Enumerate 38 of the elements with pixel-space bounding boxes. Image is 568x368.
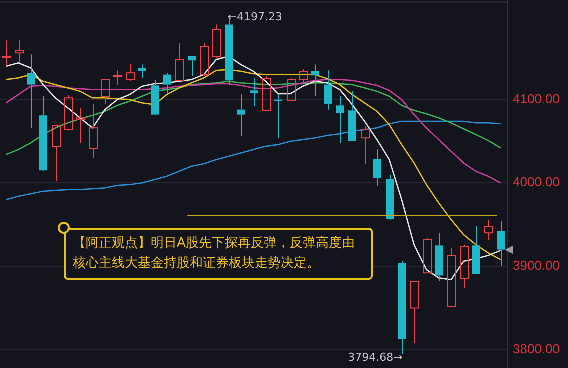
- candlestick: [40, 96, 48, 172]
- y-tick-label: 3900.00: [513, 258, 560, 274]
- candlestick: [472, 226, 480, 274]
- candlestick: [447, 248, 456, 308]
- candlestick: [238, 93, 246, 137]
- candlestick: [164, 72, 172, 94]
- y-tick-label: 4000.00: [513, 174, 560, 190]
- candlestick: [101, 78, 110, 104]
- y-tick-label: 3800.00: [513, 341, 560, 356]
- candlestick: [76, 108, 85, 144]
- candlestick: [250, 78, 258, 107]
- candlestick: [324, 70, 332, 110]
- candlestick: [374, 148, 382, 187]
- annotation: 3794.68→: [348, 351, 403, 364]
- candlestick: [89, 103, 98, 159]
- candlestick: [175, 42, 184, 82]
- candlestick: [361, 126, 370, 164]
- candlestick: [15, 40, 24, 64]
- candlestick: [274, 93, 282, 139]
- candlestick: [460, 244, 469, 289]
- candlestick: [410, 281, 419, 344]
- candlestick: [386, 174, 394, 220]
- candlestick: [484, 219, 493, 242]
- candlestick: [52, 124, 61, 182]
- candlestick: [436, 232, 444, 282]
- candlestick: [113, 70, 122, 86]
- annotation: 【阿正观点】明日A股先下探再反弹，反弹高度由核心主线大基金持股和证券板块走势决定。: [64, 228, 373, 280]
- candlestick: [312, 64, 320, 97]
- annotation: ←4197.23: [228, 10, 282, 24]
- candlestick: [126, 63, 135, 82]
- candlestick: [498, 221, 506, 268]
- candlestick: [348, 90, 356, 142]
- candlestick: [2, 40, 11, 67]
- candlestick: [138, 64, 146, 79]
- candlestick: [28, 54, 36, 129]
- candlestick: [188, 56, 196, 77]
- candlestick: [336, 96, 344, 144]
- y-tick-label: 4100.00: [513, 91, 560, 106]
